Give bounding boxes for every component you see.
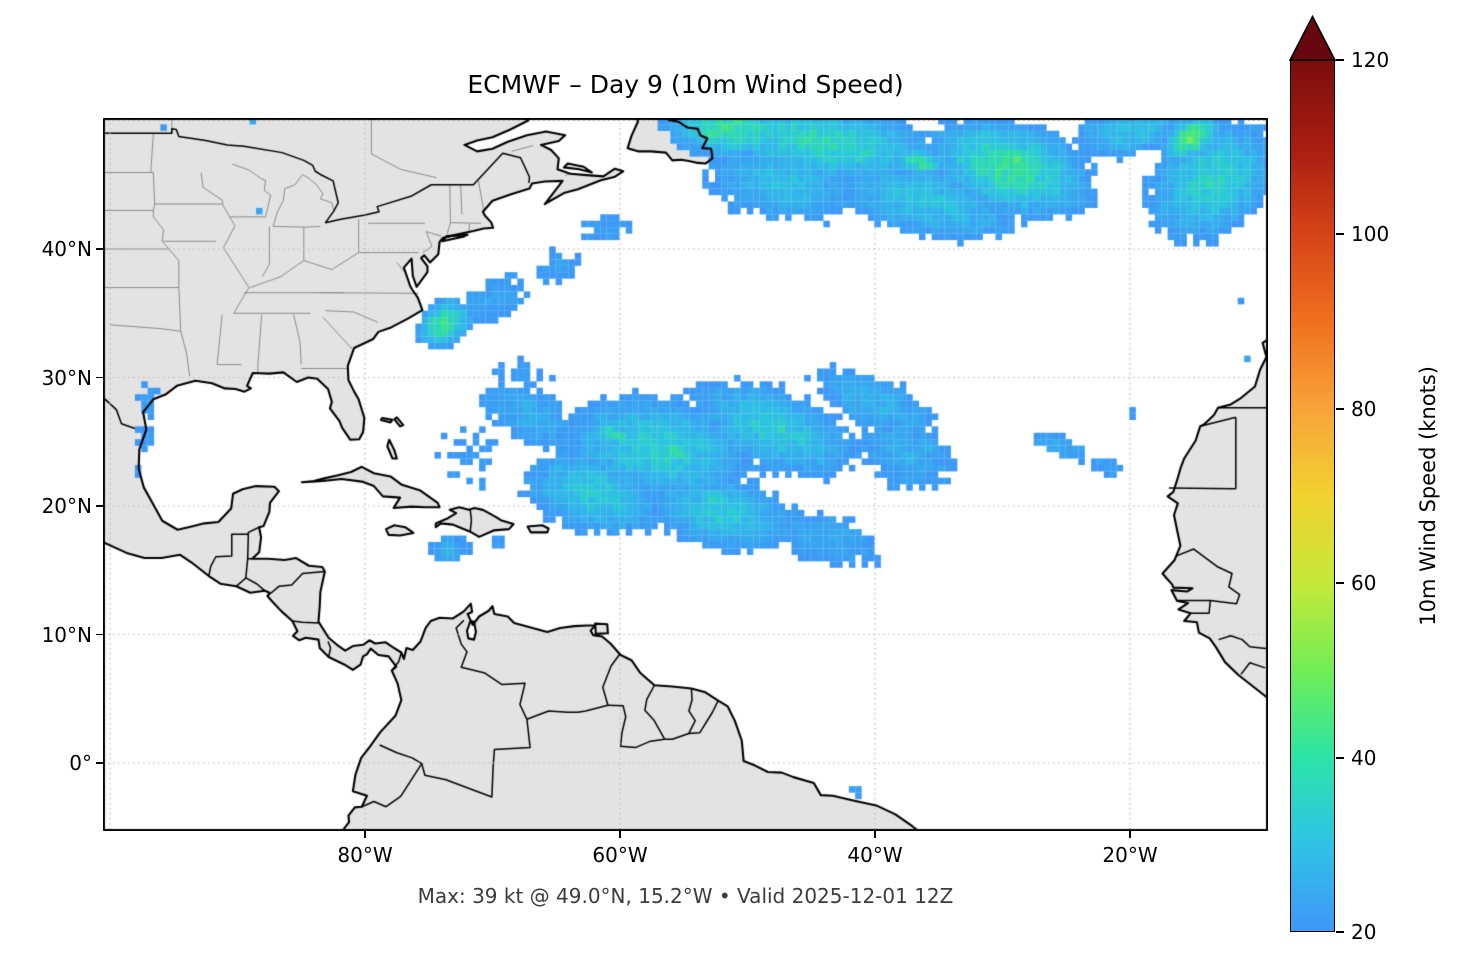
caption-max-valid: Max: 39 kt @ 49.0°N, 15.2°W • Valid 2025… bbox=[417, 884, 954, 908]
x-tick-mark bbox=[874, 831, 876, 838]
colorbar-axis-label: 10m Wind Speed (knots) bbox=[1416, 366, 1440, 626]
colorbar-tick-mark bbox=[1336, 756, 1344, 759]
y-tick-mark bbox=[96, 633, 103, 636]
x-tick-label: 20°W bbox=[1102, 843, 1158, 867]
y-tick-label: 30°N bbox=[41, 365, 92, 390]
map-canvas bbox=[103, 118, 1268, 831]
map-area bbox=[103, 118, 1268, 831]
colorbar-tick-mark bbox=[1336, 407, 1344, 410]
y-tick-mark bbox=[96, 376, 103, 379]
colorbar-tick-mark bbox=[1336, 931, 1344, 933]
plot-title: ECMWF – Day 9 (10m Wind Speed) bbox=[467, 70, 904, 99]
x-tick-mark bbox=[364, 831, 366, 838]
x-tick-label: 80°W bbox=[337, 843, 393, 867]
colorbar-tick-mark bbox=[1336, 233, 1344, 236]
x-tick-label: 60°W bbox=[592, 843, 648, 867]
x-tick-label: 40°W bbox=[847, 843, 903, 867]
y-tick-label: 20°N bbox=[41, 494, 92, 518]
colorbar-tick-label: 60 bbox=[1351, 571, 1377, 596]
colorbar-tick-mark bbox=[1336, 59, 1344, 61]
y-tick-mark bbox=[96, 762, 103, 764]
y-tick-label: 10°N bbox=[41, 622, 92, 647]
y-tick-mark bbox=[96, 248, 103, 250]
colorbar-tick-label: 80 bbox=[1351, 396, 1377, 421]
y-tick-label: 40°N bbox=[41, 237, 92, 261]
colorbar-tick-label: 120 bbox=[1351, 48, 1390, 72]
colorbar-tick-mark bbox=[1336, 582, 1344, 585]
colorbar-extend-arrow-icon bbox=[1289, 15, 1336, 61]
colorbar-tick-label: 40 bbox=[1351, 745, 1377, 770]
y-tick-mark bbox=[96, 505, 103, 507]
y-tick-label: 0° bbox=[69, 751, 92, 775]
colorbar-gradient bbox=[1290, 60, 1335, 932]
colorbar-tick-label: 20 bbox=[1351, 920, 1377, 944]
x-tick-mark bbox=[619, 831, 621, 838]
colorbar-tick-label: 100 bbox=[1351, 222, 1390, 247]
x-tick-mark bbox=[1129, 831, 1131, 838]
